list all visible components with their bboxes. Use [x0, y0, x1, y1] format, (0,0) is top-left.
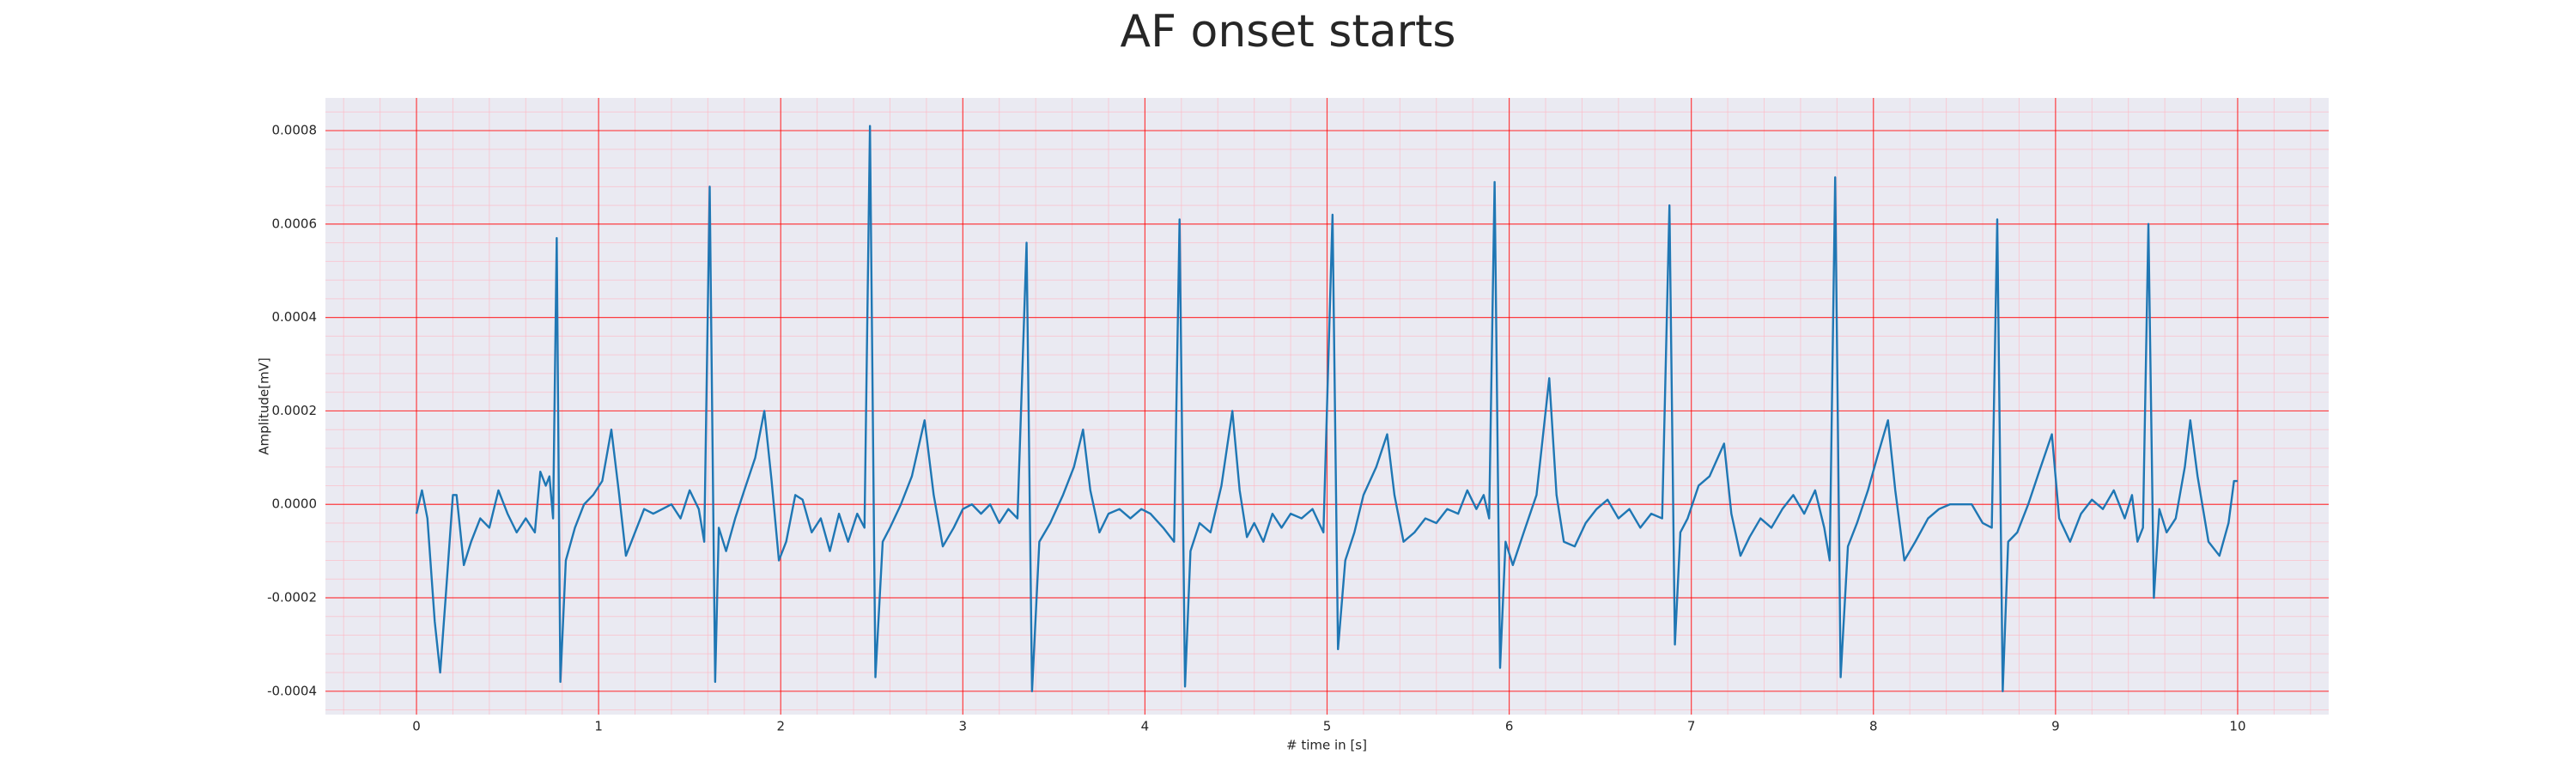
x-tick-label: 9: [2051, 719, 2060, 734]
x-tick-label: 10: [2229, 719, 2245, 734]
x-tick-label: 5: [1323, 719, 1332, 734]
x-tick-label: 2: [776, 719, 785, 734]
y-tick-label: -0.0002: [267, 590, 317, 606]
x-tick-label: 7: [1687, 719, 1696, 734]
y-axis-label: Amplitude[mV]: [257, 357, 272, 454]
signal-line: [415, 125, 2238, 692]
x-axis-label: # time in [s]: [1286, 738, 1367, 753]
y-tick-label: 0.0004: [272, 309, 318, 325]
y-tick-label: 0.0002: [272, 403, 318, 418]
x-tick-label: 6: [1505, 719, 1514, 734]
y-tick-label: 0.0000: [272, 496, 318, 512]
x-tick-label: 3: [959, 719, 968, 734]
x-tick-label: 0: [412, 719, 421, 734]
marks: [415, 125, 2238, 692]
x-tick-label: 8: [1869, 719, 1878, 734]
x-tick-label: 1: [594, 719, 603, 734]
y-tick-label: 0.0006: [272, 216, 318, 231]
chart-title: AF onset starts: [1121, 6, 1456, 58]
labels: 0 1 2 3 4 5 6 7 8 9 10 -0.0004 -0.0002 0.0000 0.0002 0.…: [267, 123, 2245, 734]
y-tick-label: 0.0008: [272, 123, 318, 138]
x-tick-label: 4: [1141, 719, 1150, 734]
y-tick-label: -0.0004: [267, 683, 317, 698]
